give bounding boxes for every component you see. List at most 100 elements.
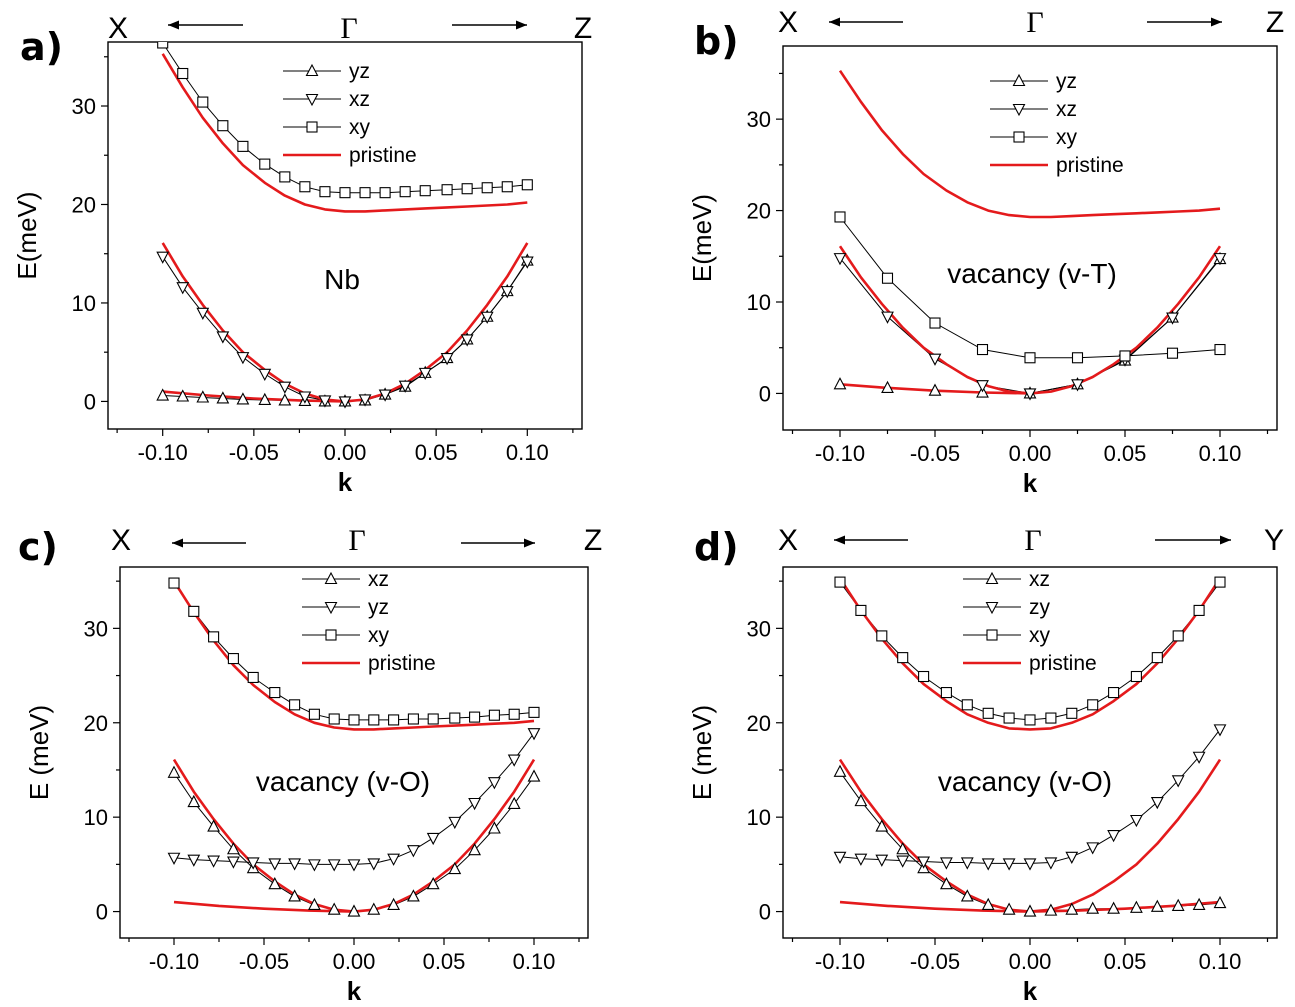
data-point-yz — [196, 390, 210, 403]
data-point-xz — [1129, 900, 1143, 913]
direction-left-label: X — [778, 6, 798, 39]
direction-right-label: Y — [1264, 524, 1284, 557]
data-point-xz — [875, 819, 889, 832]
data-point-xz — [1086, 901, 1100, 914]
pristine-curve — [172, 580, 535, 731]
y-tick-label: 30 — [747, 107, 771, 132]
data-point-xy — [940, 687, 952, 699]
data-point-xz — [1023, 904, 1037, 917]
legend-label: xz — [1029, 568, 1050, 591]
y-axis-title: E (meV) — [687, 705, 717, 800]
data-point-xy — [208, 631, 220, 643]
data-point-xy — [1193, 604, 1205, 616]
data-point-xy — [197, 96, 209, 108]
data-point-xy — [269, 687, 281, 699]
data-point-xy — [881, 272, 894, 284]
data-point-yz — [833, 377, 847, 390]
direction-right-label: Z — [584, 524, 602, 557]
data-point-xy — [407, 713, 419, 725]
data-point-xy — [399, 186, 411, 198]
data-point-xy — [1071, 352, 1084, 364]
data-point-yz — [207, 855, 221, 868]
data-point-xz — [278, 381, 292, 394]
data-point-xz — [527, 769, 541, 782]
data-point-xy — [319, 186, 331, 198]
data-point-yz — [187, 854, 201, 867]
data-point-xy — [1003, 712, 1015, 724]
legend-label: xy — [1029, 624, 1051, 647]
pristine-curve — [838, 577, 1222, 731]
data-point-xz — [1107, 901, 1121, 914]
data-point-xz — [1044, 903, 1058, 916]
legend-label: xz — [368, 568, 389, 591]
data-point-xz — [468, 843, 482, 856]
legend-label: pristine — [349, 144, 417, 167]
data-point-xy — [328, 713, 340, 725]
data-point-zy — [960, 857, 974, 870]
data-point-xz — [960, 889, 974, 902]
x-tick-label: 0.10 — [1199, 441, 1242, 466]
data-point-xy — [1151, 652, 1163, 664]
data-point-xz — [854, 793, 868, 807]
x-tick-label: 0.05 — [1104, 441, 1147, 466]
legend-swatch-marker — [986, 629, 998, 641]
data-point-xz — [1171, 898, 1185, 911]
x-tick-label: 0.00 — [1009, 949, 1052, 974]
data-point-xz — [258, 368, 272, 382]
data-point-yz — [226, 856, 240, 869]
x-axis-title: k — [1023, 468, 1038, 498]
data-point-xz — [520, 256, 534, 269]
data-point-xz — [440, 353, 454, 366]
direction-right-label: Z — [574, 12, 592, 45]
legend-label: pristine — [1056, 154, 1124, 177]
data-point-xy — [876, 630, 888, 642]
x-tick-label: 0.00 — [1009, 441, 1052, 466]
data-point-xy — [299, 181, 311, 193]
data-point-yz — [448, 816, 462, 830]
plot-data — [156, 42, 534, 409]
x-tick-label: 0.10 — [1199, 949, 1242, 974]
data-point-xz — [1166, 312, 1179, 325]
legend-label: xz — [349, 88, 370, 111]
data-point-xy — [1214, 343, 1226, 356]
data-point-xy — [528, 706, 540, 718]
y-axis-title: E(meV) — [12, 191, 42, 279]
data-point-xy — [441, 184, 453, 196]
data-point-xz — [196, 307, 210, 320]
data-point-xz — [216, 331, 230, 344]
data-point-xy — [918, 670, 930, 683]
data-point-xy — [259, 158, 271, 170]
data-point-xy — [461, 183, 473, 195]
data-point-xz — [187, 794, 201, 808]
x-tick-label: 0.05 — [415, 440, 458, 465]
legend-swatch-marker — [1013, 131, 1025, 143]
legend-label: pristine — [1029, 652, 1097, 675]
data-point-xz — [207, 819, 221, 832]
legend-label: xy — [1056, 126, 1078, 149]
panel-annotation: vacancy (v-T) — [947, 258, 1117, 289]
data-point-xz — [398, 380, 412, 393]
data-point-yz — [216, 391, 230, 404]
data-point-xy — [1172, 630, 1184, 642]
data-point-yz — [278, 393, 292, 406]
x-tick-label: 0.00 — [324, 440, 367, 465]
data-point-zy — [1002, 858, 1016, 871]
data-point-xz — [298, 391, 312, 404]
data-point-xy — [359, 187, 371, 199]
x-tick-label: -0.10 — [138, 440, 188, 465]
panel-b: b) X Γ Z -0.10 -0.05 0.00 0.05 0.10 0 10 20 30 k E(me… — [687, 6, 1284, 498]
data-point-xy — [168, 577, 180, 589]
data-point-xz — [1023, 388, 1037, 401]
data-point-zy — [875, 854, 889, 867]
arrow-right-head — [516, 20, 527, 30]
legend-label: yz — [349, 60, 370, 83]
series-line-xy — [173, 582, 535, 721]
data-point-xz — [418, 367, 432, 381]
data-point-xz — [367, 902, 381, 915]
data-point-xy — [308, 708, 320, 720]
data-point-xz — [1071, 379, 1084, 392]
data-point-yz — [928, 383, 942, 396]
data-point-xy — [1024, 352, 1036, 364]
data-point-zy — [1150, 797, 1164, 810]
data-point-zy — [939, 857, 953, 870]
